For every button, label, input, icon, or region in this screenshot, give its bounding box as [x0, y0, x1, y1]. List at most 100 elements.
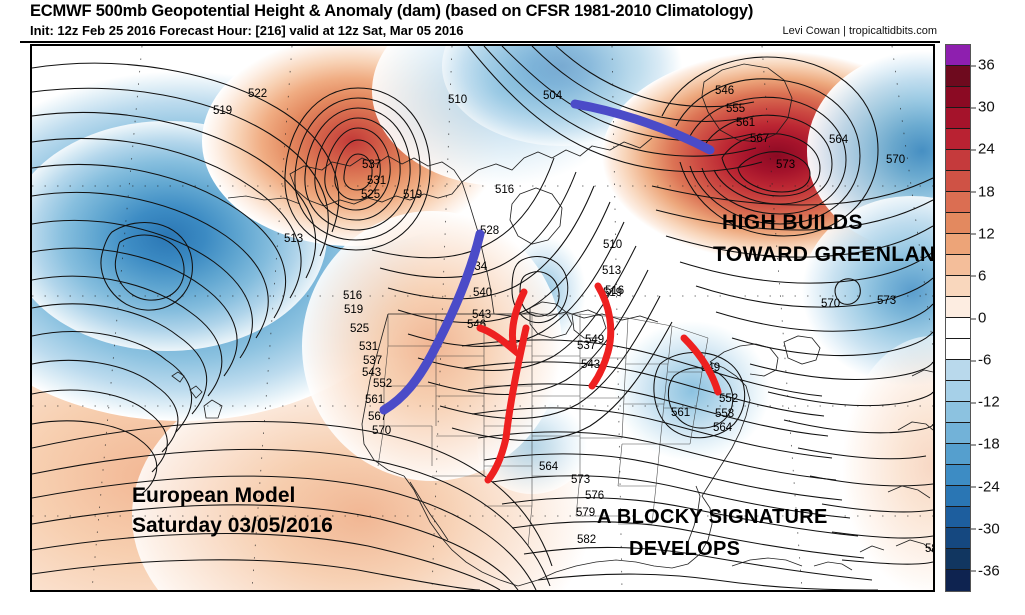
contour-label-group: 552 — [719, 393, 738, 405]
contour-label: 570 — [372, 425, 391, 437]
colorbar-tick-label: 24 — [971, 141, 995, 158]
contour-label: 588 — [925, 543, 933, 555]
map-geography — [171, 63, 933, 587]
colorbar-band — [946, 339, 970, 360]
colorbar-tick-label: -12 — [971, 394, 1000, 411]
great-lakes-trough-marker — [588, 282, 615, 390]
anomaly-warm-faratlantic — [842, 336, 933, 590]
contour-label-group: 519 — [403, 189, 422, 201]
contour-label-group: 537 — [577, 340, 596, 352]
contour-label-group: 558 — [715, 408, 734, 420]
colorbar-tick-value: -36 — [978, 562, 1000, 580]
colorbar-tick-label: -36 — [971, 562, 1000, 579]
anomaly-colorbar-ticks: 36 30 24 18 12 6 0 -6 -12 -18 -24 -30 -36 — [971, 44, 1025, 592]
east-coast-trough-marker — [680, 334, 722, 396]
contour-label-group: 573 — [877, 295, 896, 307]
anomaly-cold-natl-2 — [802, 196, 933, 386]
contour-label-group: 513 — [284, 233, 303, 245]
colorbar-band — [946, 87, 970, 108]
contour-label-group: 510 — [448, 94, 467, 106]
graticule — [32, 46, 933, 590]
contour-label: 561 — [736, 117, 755, 129]
contour-label: 525 — [350, 323, 369, 335]
contour-label-group: 540 — [473, 287, 492, 299]
anomaly-cold-eastcoast — [614, 321, 770, 461]
contour-label-group: 570 — [886, 154, 905, 166]
contour-label: 516 — [343, 290, 362, 302]
colorbar-band — [946, 150, 970, 171]
contour-label: 528 — [480, 225, 499, 237]
contour-label-group: 570 — [821, 298, 840, 310]
contour-label: 573 — [776, 159, 795, 171]
contour-label-group: 573 — [776, 159, 795, 171]
colorbar-tick-label: 12 — [971, 225, 995, 242]
contour-label-group: 561 — [365, 394, 384, 406]
contour-label: 567 — [750, 133, 769, 145]
western-trough-axis-line — [379, 229, 485, 415]
contour-label-group: 564 — [539, 461, 559, 473]
colorbar-tick-value: -24 — [978, 478, 1000, 496]
colorbar-band — [946, 528, 970, 549]
greenland-ridge-axis-line — [570, 99, 715, 155]
contour-label: 561 — [671, 407, 690, 419]
colorbar-tick-dash — [971, 402, 976, 404]
colorbar-tick-label: 18 — [971, 183, 995, 200]
colorbar-tick-value: -6 — [978, 351, 992, 369]
colorbar-band — [946, 402, 970, 423]
contour-label: 519 — [344, 304, 363, 316]
colorbar-tick-value: 0 — [978, 309, 987, 327]
colorbar-tick-value: 6 — [978, 267, 987, 285]
colorbar-tick-label: 36 — [971, 57, 995, 74]
colorbar-band — [946, 486, 970, 507]
colorbar-tick-dash — [971, 107, 976, 109]
colorbar-tick-value: -12 — [978, 393, 1000, 411]
contour-label: 576 — [585, 490, 604, 502]
colorbar-tick-dash — [971, 570, 976, 572]
contour-label-group: 537 — [362, 159, 381, 171]
contour-label-group: 516 — [495, 184, 514, 196]
contour-label-group: 564 — [829, 134, 849, 146]
colorbar-band — [946, 381, 970, 402]
colorbar-band — [946, 234, 970, 255]
colorbar-band — [946, 507, 970, 528]
contour-label-group: 567 — [750, 133, 769, 145]
contour-label: 540 — [473, 287, 492, 299]
state-borders — [377, 313, 709, 547]
colorbar-tick-label: -18 — [971, 436, 1000, 453]
southwest-trough-marker — [484, 324, 530, 484]
colorbar-band — [946, 129, 970, 150]
contour-label: 522 — [248, 88, 267, 100]
colorbar-band — [946, 465, 970, 486]
contour-label-group: 561 — [736, 117, 755, 129]
contour-label-group: 513 — [602, 265, 621, 277]
colorbar-band — [946, 318, 970, 339]
contour-label: 537 — [362, 159, 381, 171]
contour-label: 510 — [603, 239, 622, 251]
contour-label-group: 528 — [480, 225, 499, 237]
contour-label-group: 588 — [925, 543, 933, 555]
contour-label: 516 — [495, 184, 514, 196]
colorbar-band — [946, 192, 970, 213]
contour-label-group: 525 — [350, 323, 369, 335]
contour-label-group: 552 — [373, 378, 392, 390]
contour-label: 543 — [581, 359, 600, 371]
contour-label: 564 — [539, 461, 559, 473]
contour-label-group: 549 — [585, 334, 604, 346]
colorbar-tick-value: 24 — [978, 140, 995, 158]
map-panel: 522 519 510 504 546 555 561 567 564 573 570 537 531 5… — [30, 44, 935, 592]
contour-label-group: 531 — [367, 175, 386, 187]
colorbar-tick-label: 30 — [971, 99, 995, 116]
colorbar-tick-dash — [971, 360, 976, 362]
contour-label-group: 546 — [715, 85, 734, 97]
contour-label: 570 — [886, 154, 905, 166]
colorbar-tick-label: -6 — [971, 352, 991, 369]
contour-label-group: 510 — [603, 239, 622, 251]
contour-label-group: 564 — [713, 422, 733, 434]
contour-label: 510 — [448, 94, 467, 106]
contour-label: 552 — [373, 378, 392, 390]
colorbar-tick-dash — [971, 528, 976, 530]
colorbar-tick-dash — [971, 318, 976, 320]
colorbar-band — [946, 213, 970, 234]
contour-labels: 522 519 510 504 546 555 561 567 564 573 570 537 531 5… — [213, 85, 933, 555]
contour-label: 504 — [543, 90, 563, 102]
